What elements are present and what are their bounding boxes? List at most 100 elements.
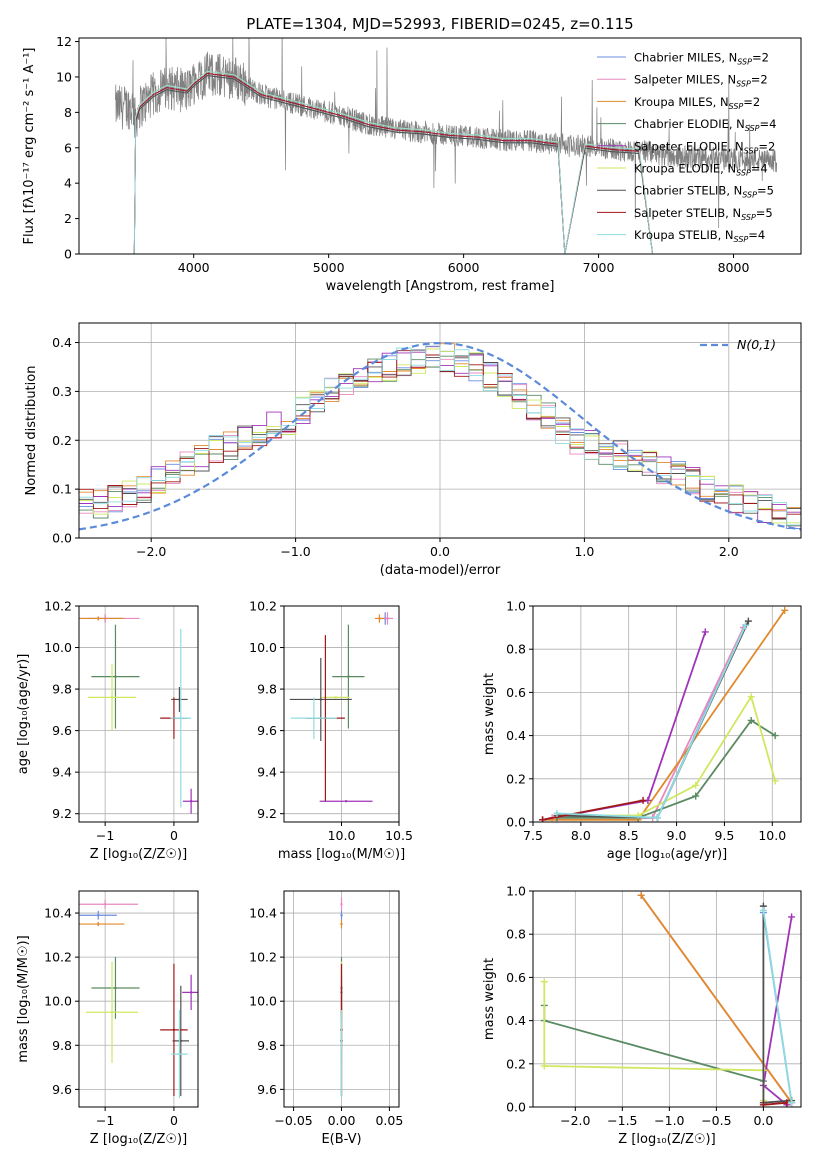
y-axis-label: age [log₁₀(age/yr)]: [16, 654, 31, 775]
weight-line-5: [543, 981, 765, 1101]
errorbar-point-1: [103, 903, 107, 906]
plot-area-age_vs_Z: [79, 606, 198, 822]
model-spectrum-line-4: [133, 72, 654, 254]
x-tick-label: −1: [96, 828, 114, 843]
y-tick-label: 9.6: [257, 1082, 277, 1097]
errorbar-point-2: [378, 617, 381, 620]
errorbar-point-8: [179, 716, 183, 720]
y-tick-label: 0.4: [506, 1013, 526, 1028]
model-spectrum-line-6: [133, 75, 654, 254]
plot-area-mass_vs_ebv: [284, 891, 399, 1107]
errorbar-point-7: [172, 1028, 176, 1032]
legend-nssp-value: =2: [752, 51, 769, 65]
y-tick-label: 0.6: [506, 970, 526, 985]
x-tick-label: −1.0: [280, 544, 310, 559]
weight-marker: [540, 978, 548, 986]
y-tick-label: 6: [64, 140, 72, 155]
legend-model-name: Salpeter STELIB, N: [634, 206, 741, 220]
plot-area-spectrum: [115, 38, 778, 254]
plot-area-weight_vs_age: [533, 606, 801, 822]
y-tick-label: 0.2: [506, 771, 526, 786]
y-tick-label: 0: [64, 247, 72, 262]
legend-label-6: Chabrier STELIB, NSSP=5: [634, 184, 774, 200]
x-tick-label: 8.0: [571, 828, 591, 843]
legend-nssp-value: =4: [760, 117, 777, 131]
axes-frame: [532, 890, 802, 1108]
legend-label-3: Chabrier ELODIE, NSSP=4: [634, 117, 776, 133]
y-axis-label: mass weight: [482, 958, 497, 1040]
x-tick-label: 10.0: [758, 828, 786, 843]
legend-model-name: Kroupa MILES, N: [634, 95, 729, 109]
y-tick-label: 10.0: [44, 640, 72, 655]
axes-mass_vs_Z: −1 0 9.6 9.8 10.0 10.2 10.4 Z [log₁₀(Z/Z☉)] mass…: [16, 890, 199, 1147]
plot-area-mass_vs_Z: [79, 891, 198, 1107]
weight-marker: [747, 716, 755, 724]
y-tick-label: 0.8: [506, 642, 526, 657]
weight-marker: [653, 814, 661, 822]
y-tick-label: 0.0: [506, 1100, 526, 1115]
residual-legend: N(0,1): [700, 337, 776, 352]
legend-model-name: Kroupa ELODIE, N: [634, 162, 736, 176]
y-tick-label: 9.2: [257, 806, 277, 821]
errorbar-point-0: [340, 914, 343, 917]
x-axis-label: Z [log₁₀(Z/Z☉)]: [618, 1132, 715, 1147]
errorbar-point-2: [97, 922, 100, 926]
errorbar-point-1: [386, 617, 389, 620]
errorbar-point-2: [97, 617, 100, 620]
model-spectrum-line-7: [133, 72, 654, 254]
y-tick-label: 1.0: [506, 599, 526, 614]
errorbar-point-5: [110, 696, 114, 699]
x-tick-label: 1.0: [574, 544, 594, 559]
x-tick-label: 0: [170, 828, 178, 843]
y-tick-label: 0.2: [506, 1056, 526, 1071]
legend-subscript: SSP: [729, 102, 744, 111]
weight-marker: [692, 792, 700, 800]
y-tick-label: 8: [64, 105, 72, 120]
weight-line-7: [542, 799, 644, 821]
weight-marker: [771, 732, 779, 740]
x-axis-label: Z [log₁₀(Z/Z☉)]: [90, 1132, 187, 1147]
legend-model-name: Salpeter ELODIE, N: [634, 139, 744, 153]
y-tick-label: 1.0: [506, 884, 526, 899]
y-tick-label: 0.6: [506, 685, 526, 700]
plot-area-weight_vs_Z: [533, 891, 801, 1107]
weight-marker: [788, 913, 796, 921]
y-axis-label: Flux [fλ10⁻¹⁷ erg cm⁻² s⁻¹ A⁻¹]: [22, 48, 37, 245]
y-tick-label: 10.0: [249, 994, 277, 1009]
legend-subscript: SSP: [742, 191, 757, 200]
axes-frame: [532, 605, 802, 823]
axes-residuals: N(0,1) −2.0 −1.0 0.0 1.0 2.0 0.0 0.1 0.2 0.3 0.4 (d…: [24, 322, 802, 578]
y-tick-label: 10.0: [44, 994, 72, 1009]
model-spectrum-line-1: [133, 72, 654, 254]
weight-marker: [639, 796, 647, 804]
x-tick-label: 4000: [178, 260, 210, 275]
weight-line-3: [556, 719, 776, 819]
x-tick-label: 9.0: [667, 828, 687, 843]
legend-label-0: Chabrier MILES, NSSP=2: [634, 51, 769, 67]
x-axis-label: mass [log₁₀(M/M☉)]: [278, 847, 405, 862]
x-tick-label: 0.0: [430, 544, 450, 559]
weight-line-7: [763, 1101, 787, 1106]
legend-subscript: SSP: [745, 124, 760, 133]
legend-model-name: Chabrier MILES, N: [634, 51, 737, 65]
errorbar-point-6: [319, 698, 322, 701]
y-tick-label: 0.0: [506, 815, 526, 830]
legend-nssp-value: =2: [758, 139, 775, 153]
y-tick-label: 9.4: [52, 765, 72, 780]
y-tick-label: 12: [56, 34, 72, 49]
errorbar-point-8: [178, 1052, 181, 1056]
y-tick-label: 10.2: [44, 950, 72, 965]
x-tick-label: 5000: [313, 260, 345, 275]
y-tick-label: 9.8: [52, 1038, 72, 1053]
axes-weight_vs_Z: −2.0 −1.5 −1.0 −0.5 0.0 0.0 0.2 0.4 0.6 0.8 1.0 Z […: [482, 884, 802, 1147]
x-tick-label: 0: [170, 1113, 178, 1128]
legend-label-8: Kroupa STELIB, NSSP=4: [634, 228, 765, 244]
weight-marker: [744, 617, 752, 625]
y-axis-label: mass [log₁₀(M/M☉)]: [16, 935, 31, 1062]
model-spectrum-line-5: [133, 70, 654, 254]
observed-spectrum-line: [115, 38, 778, 229]
weight-marker: [692, 781, 700, 789]
x-tick-label: 2.0: [719, 544, 739, 559]
